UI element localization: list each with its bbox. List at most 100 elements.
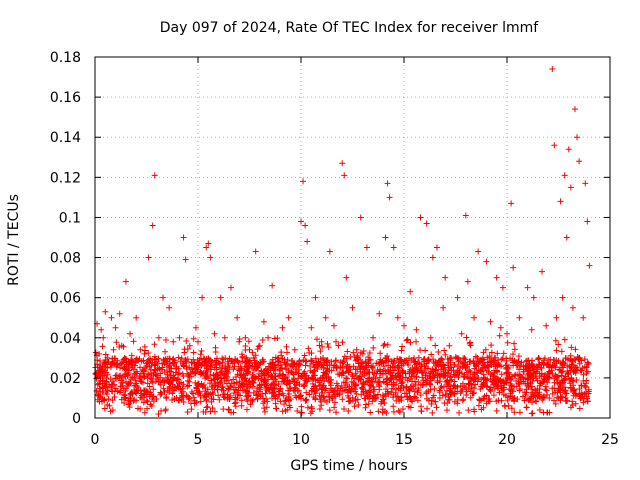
data-point — [526, 372, 533, 379]
data-point — [97, 369, 104, 376]
data-point — [572, 400, 579, 407]
data-point — [214, 386, 221, 393]
data-point — [149, 222, 156, 229]
data-point — [338, 372, 345, 379]
data-point — [584, 218, 591, 225]
data-point — [331, 404, 338, 411]
data-point — [152, 378, 159, 385]
data-point — [113, 339, 120, 346]
data-point — [355, 374, 362, 381]
data-point — [101, 372, 108, 379]
data-point — [576, 386, 583, 393]
data-point — [541, 378, 548, 385]
data-point — [511, 340, 518, 347]
data-point — [208, 360, 215, 367]
data-point — [553, 357, 560, 364]
data-point — [567, 385, 574, 392]
data-point — [237, 363, 244, 370]
data-point — [472, 381, 479, 388]
data-point — [221, 375, 228, 382]
data-point — [432, 342, 439, 349]
data-point — [387, 376, 394, 383]
data-point — [525, 357, 532, 364]
x-tick-label: 10 — [292, 432, 310, 448]
data-point — [413, 374, 420, 381]
data-point — [208, 366, 215, 373]
data-point — [520, 368, 527, 375]
data-point — [276, 357, 283, 364]
data-point — [516, 366, 523, 373]
data-point — [297, 393, 304, 400]
data-point — [551, 142, 558, 149]
data-point — [487, 318, 494, 325]
data-point — [508, 405, 515, 412]
data-point — [233, 379, 240, 386]
data-point — [369, 362, 376, 369]
data-point — [232, 403, 239, 410]
data-point — [179, 370, 186, 377]
data-point — [155, 334, 162, 341]
data-point — [119, 382, 126, 389]
data-point — [456, 369, 463, 376]
data-point — [163, 367, 170, 374]
data-point — [234, 358, 241, 365]
data-point — [431, 385, 438, 392]
data-point — [108, 314, 115, 321]
data-point — [475, 402, 482, 409]
data-point — [451, 382, 458, 389]
data-point — [384, 381, 391, 388]
data-point — [473, 355, 480, 362]
data-point — [523, 386, 530, 393]
data-point — [437, 373, 444, 380]
data-point — [143, 397, 150, 404]
data-point — [453, 355, 460, 362]
data-point — [541, 355, 548, 362]
data-point — [391, 364, 398, 371]
data-point — [506, 385, 513, 392]
data-point — [203, 396, 210, 403]
data-point — [488, 349, 495, 356]
data-point — [349, 304, 356, 311]
data-point — [249, 383, 256, 390]
data-point — [485, 359, 492, 366]
data-point — [200, 408, 207, 415]
data-point — [576, 158, 583, 165]
data-point — [478, 397, 485, 404]
data-point — [308, 387, 315, 394]
data-point — [286, 380, 293, 387]
data-point — [578, 382, 585, 389]
data-point — [380, 342, 387, 349]
data-point — [141, 409, 148, 416]
data-point — [127, 398, 134, 405]
data-point — [186, 342, 193, 349]
data-point — [383, 357, 390, 364]
data-point — [309, 369, 316, 376]
x-tick-label: 5 — [194, 432, 203, 448]
data-point — [362, 395, 369, 402]
data-point — [553, 347, 560, 354]
data-point — [254, 360, 261, 367]
data-point — [404, 394, 411, 401]
data-point — [555, 341, 562, 348]
data-point — [540, 393, 547, 400]
data-point — [112, 324, 119, 331]
data-point — [493, 274, 500, 281]
data-point — [149, 395, 156, 402]
data-point — [228, 358, 235, 365]
data-point — [185, 396, 192, 403]
data-point — [417, 347, 424, 354]
data-point — [269, 282, 276, 289]
data-point — [306, 349, 313, 356]
data-point — [515, 353, 522, 360]
data-point — [334, 371, 341, 378]
data-point — [374, 367, 381, 374]
data-point — [433, 363, 440, 370]
data-point — [318, 338, 325, 345]
data-point — [301, 352, 308, 359]
data-point — [192, 324, 199, 331]
data-point — [508, 382, 515, 389]
data-point — [333, 365, 340, 372]
data-point — [261, 405, 268, 412]
data-point — [236, 338, 243, 345]
